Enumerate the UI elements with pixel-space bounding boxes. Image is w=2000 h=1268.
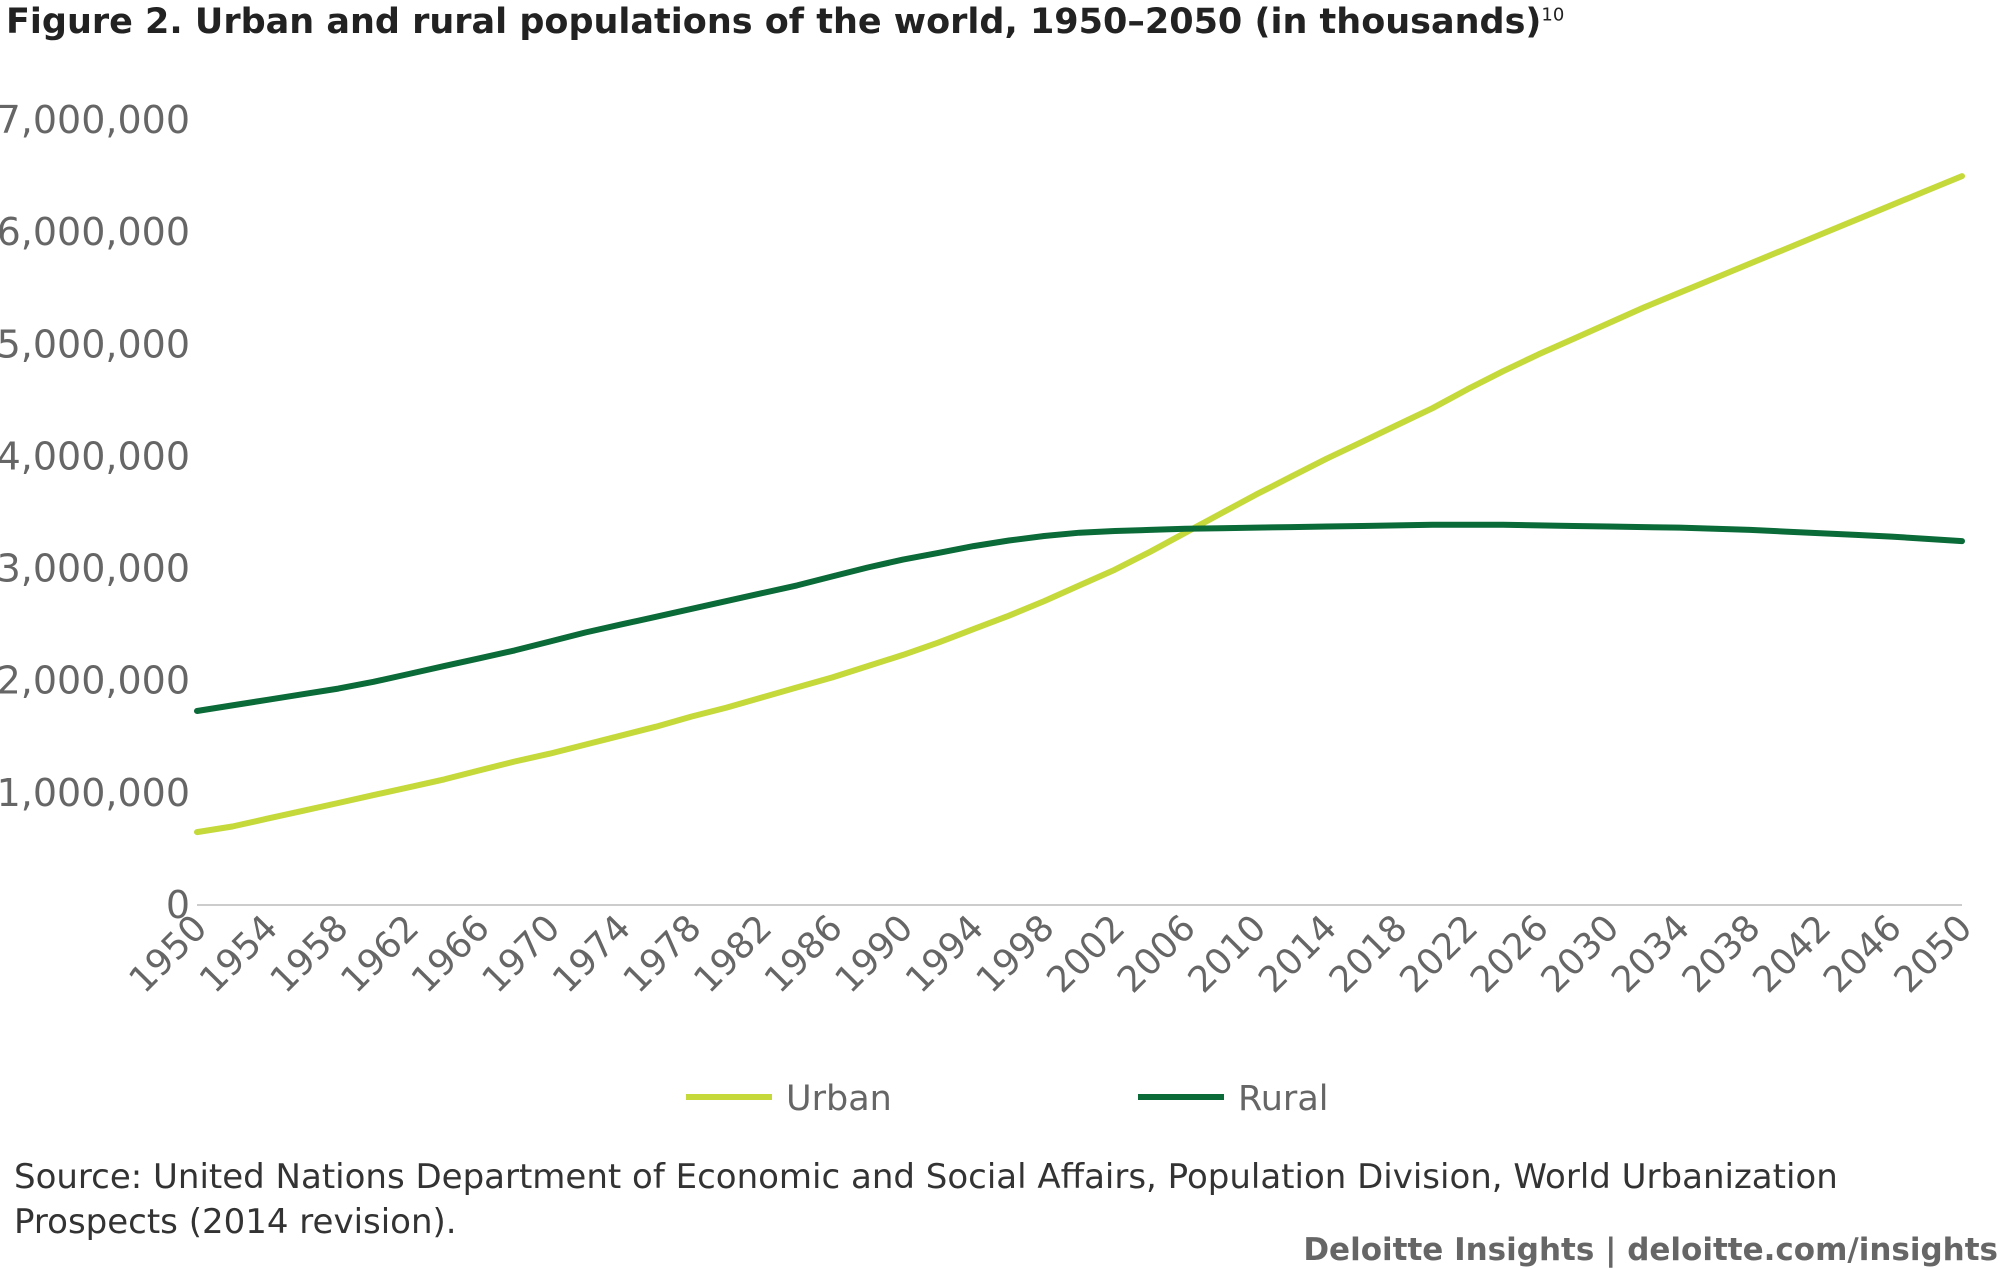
x-tick-label: 2042 bbox=[1745, 907, 1839, 1001]
x-tick-label: 1998 bbox=[969, 907, 1063, 1001]
branding-footer: Deloitte Insights | deloitte.com/insight… bbox=[1303, 1232, 1998, 1268]
series-lines bbox=[194, 173, 1965, 836]
y-tick-label: 3,000,000 bbox=[0, 547, 190, 591]
x-tick-label: 2006 bbox=[1110, 907, 1204, 1001]
x-tick-label: 2002 bbox=[1039, 907, 1133, 1001]
x-tick-label: 2010 bbox=[1181, 907, 1275, 1001]
x-tick-label: 2046 bbox=[1816, 907, 1910, 1001]
legend-label-rural: Rural bbox=[1238, 1079, 1329, 1119]
legend-label-urban: Urban bbox=[786, 1079, 892, 1119]
y-axis-ticks: 0 1,000,000 2,000,000 3,000,000 4,000,000 5,0… bbox=[0, 98, 190, 927]
series-line-urban bbox=[194, 173, 1965, 836]
y-tick-label: 6,000,000 bbox=[0, 210, 190, 254]
x-tick-label: 1994 bbox=[898, 907, 992, 1001]
x-tick-label: 2030 bbox=[1534, 907, 1628, 1001]
source-note: Source: United Nations Department of Eco… bbox=[14, 1157, 1838, 1242]
x-tick-label: 1954 bbox=[192, 907, 286, 1001]
y-tick-label: 1,000,000 bbox=[0, 771, 190, 815]
line-chart: 0 1,000,000 2,000,000 3,000,000 4,000,000 5,0… bbox=[0, 98, 1981, 1119]
x-tick-label: 2034 bbox=[1604, 907, 1698, 1001]
series-line-rural bbox=[194, 521, 1965, 714]
y-tick-label: 4,000,000 bbox=[0, 434, 190, 478]
x-tick-label: 1962 bbox=[333, 907, 427, 1001]
x-tick-label: 2018 bbox=[1322, 907, 1416, 1001]
title-footnote-marker: 10 bbox=[1541, 4, 1565, 26]
y-tick-label: 7,000,000 bbox=[0, 98, 190, 142]
x-tick-label: 2038 bbox=[1675, 907, 1769, 1001]
x-tick-label: 1990 bbox=[828, 907, 922, 1001]
x-tick-label: 1986 bbox=[757, 907, 851, 1001]
x-tick-label: 2022 bbox=[1392, 907, 1486, 1001]
y-tick-label: 2,000,000 bbox=[0, 659, 190, 703]
x-axis-ticks: 1950195419581962196619701974197819821986… bbox=[122, 907, 1981, 1001]
x-tick-label: 1982 bbox=[686, 907, 780, 1001]
y-tick-label: 0 bbox=[166, 883, 190, 927]
x-tick-label: 2050 bbox=[1887, 907, 1981, 1001]
x-tick-label: 1970 bbox=[475, 907, 569, 1001]
chart-title: Figure 2. Urban and rural populations of… bbox=[6, 2, 1564, 42]
x-tick-label: 2014 bbox=[1251, 907, 1345, 1001]
x-tick-label: 1978 bbox=[616, 907, 710, 1001]
x-tick-label: 1958 bbox=[263, 907, 357, 1001]
chart-title-text: Figure 2. Urban and rural populations of… bbox=[6, 2, 1542, 42]
legend: Urban Rural bbox=[686, 1079, 1329, 1119]
x-tick-label: 1974 bbox=[545, 907, 639, 1001]
x-tick-label: 2026 bbox=[1463, 907, 1557, 1001]
x-tick-label: 1966 bbox=[404, 907, 498, 1001]
y-tick-label: 5,000,000 bbox=[0, 322, 190, 366]
